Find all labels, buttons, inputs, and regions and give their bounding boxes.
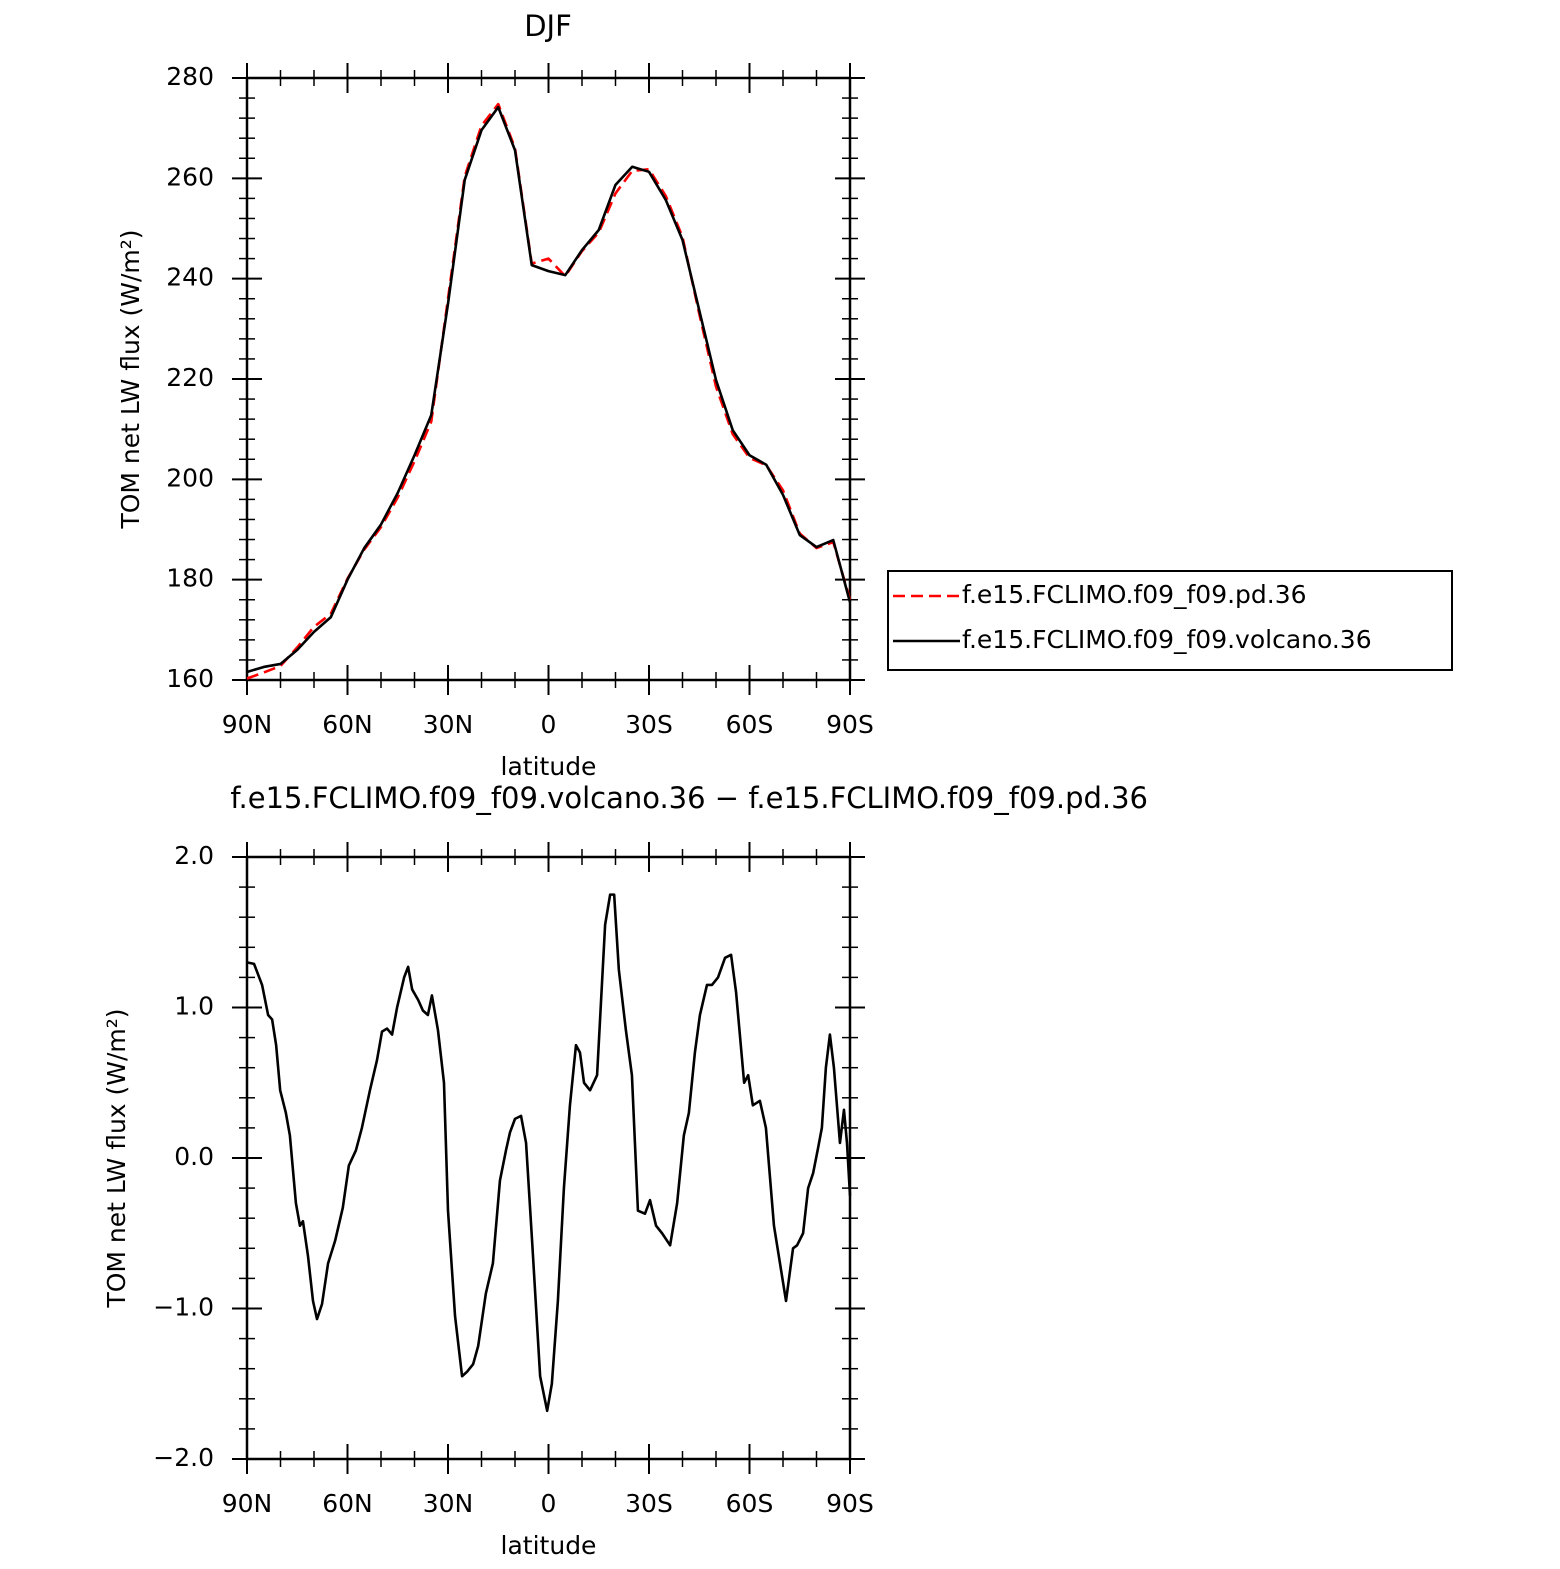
- y-tick-label: 160: [166, 664, 214, 693]
- x-axis-label: latitude: [501, 1531, 597, 1560]
- legend-label: f.e15.FCLIMO.f09_f09.pd.36: [962, 580, 1307, 609]
- plot-frame: [245, 855, 852, 1461]
- x-axis-label: latitude: [501, 752, 597, 781]
- y-tick-label: 2.0: [174, 841, 214, 870]
- x-tick-label: 60S: [726, 710, 774, 739]
- legend-label: f.e15.FCLIMO.f09_f09.volcano.36: [962, 625, 1372, 654]
- y-tick-label: 220: [166, 363, 214, 392]
- data-line: [246, 893, 852, 1413]
- x-tick-label: 30N: [423, 710, 474, 739]
- x-tick-label: 0: [541, 1489, 557, 1518]
- y-tick-label: 280: [166, 62, 214, 91]
- y-tick-label: −2.0: [153, 1443, 214, 1472]
- chart-title: f.e15.FCLIMO.f09_f09.volcano.36 − f.e15.…: [230, 781, 1148, 815]
- y-tick-label: 200: [166, 463, 214, 492]
- y-axis-label: TOM net LW flux (W/m²): [102, 1008, 131, 1308]
- y-tick-label: 260: [166, 162, 214, 191]
- x-tick-label: 30S: [625, 1489, 673, 1518]
- data-line: [246, 102, 852, 680]
- y-tick-label: 240: [166, 263, 214, 292]
- x-tick-label: 30N: [423, 1489, 474, 1518]
- x-tick-label: 0: [541, 710, 557, 739]
- x-tick-label: 90N: [222, 1489, 273, 1518]
- x-tick-label: 90S: [826, 1489, 874, 1518]
- y-tick-label: 1.0: [174, 992, 214, 1021]
- legend-box: [887, 570, 1453, 671]
- x-tick-label: 90S: [826, 710, 874, 739]
- y-tick-label: 0.0: [174, 1142, 214, 1171]
- data-line: [246, 105, 852, 674]
- y-tick-label: −1.0: [153, 1293, 214, 1322]
- y-tick-label: 180: [166, 564, 214, 593]
- x-tick-label: 90N: [222, 710, 273, 739]
- x-tick-label: 60N: [322, 710, 373, 739]
- chart-title: DJF: [524, 9, 572, 43]
- x-tick-label: 60N: [322, 1489, 373, 1518]
- x-tick-label: 30S: [625, 710, 673, 739]
- plot-frame: [245, 76, 852, 682]
- y-axis-label: TOM net LW flux (W/m²): [116, 229, 145, 529]
- x-tick-label: 60S: [726, 1489, 774, 1518]
